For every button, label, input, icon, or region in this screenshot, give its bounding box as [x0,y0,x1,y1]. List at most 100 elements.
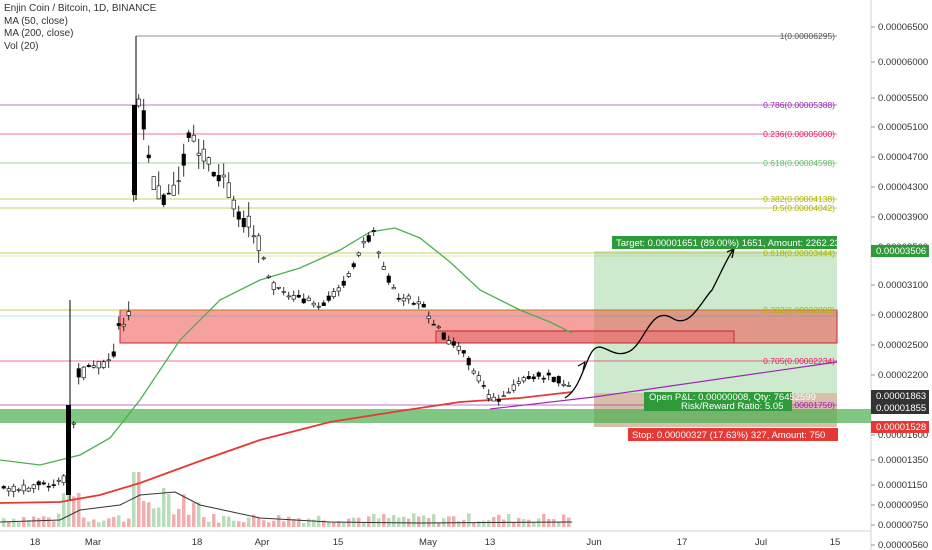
volume-bar [52,521,56,527]
candle-body [116,323,121,326]
volume-bar [477,521,481,527]
ma200-line [0,391,573,504]
candle-body [381,266,386,270]
volume-bar [332,522,336,527]
target-label: Target: 0.00001651 (89.00%) 1651, Amount… [616,238,840,249]
volume-bar [232,520,236,527]
volume-bar [217,522,221,527]
candle-body [496,398,501,402]
volume-bar [192,502,196,527]
y-tick-label: 0.00002200 [878,370,928,381]
volume-bar [372,513,376,527]
volume-bar [242,522,246,527]
candle-body [356,252,361,256]
legend-ma50: MA (50, close) [4,15,68,27]
volume-bar [247,517,251,527]
candle-body [136,98,141,107]
candle-body [91,365,96,368]
volume-bar [507,514,511,527]
candle-body [526,376,531,379]
candle-body [176,180,181,183]
candle-body [31,484,36,489]
trendline-extension [593,361,838,398]
candle-body [366,235,371,242]
pnl-label-box [644,392,792,411]
candle-body [516,381,521,384]
candle-body [56,479,61,482]
volume-bar [2,518,6,527]
x-tick-label: Apr [255,537,270,548]
volume-bar [262,520,266,527]
fib-label: 0.5(0.00004042) [773,203,836,213]
fib-label: 0.786(0.00005388) [763,100,835,110]
candle-body [191,134,196,142]
fib-label: 0.382(0.00002809) [763,305,835,315]
candle-body [221,174,226,178]
rr-label: Risk/Reward Ratio: 5.05 [681,401,783,412]
volume-bar [82,517,86,527]
candle-body [121,324,126,327]
volume-bar [157,507,161,527]
candle-body [171,184,176,196]
candle-body [511,384,516,391]
volume-bar [272,520,276,527]
volume-bar [322,520,326,527]
candle-body [466,357,471,366]
volume-bar [447,516,451,527]
candle-body [181,153,186,166]
candle-body [286,295,291,298]
volume-bar [72,496,76,527]
volume-bar [132,472,136,527]
x-tick-label: Mar [85,537,101,548]
price-tag [871,421,929,433]
volume-bar [257,518,261,527]
candle-body [251,235,256,238]
volume-bar [422,515,426,527]
candle-body [216,175,221,182]
volume-bar [12,518,16,527]
candle-body [211,171,216,177]
projection-path [564,249,734,399]
candle-body [86,365,91,367]
candle-body [21,484,26,492]
candle-body [276,286,281,289]
legend-ma200: MA (200, close) [4,28,74,39]
candle-body [201,148,206,162]
volume-bar [312,519,316,527]
candle-body [351,263,356,268]
volume-bar [112,516,116,527]
volume-bar [252,514,256,527]
candle-body [226,182,231,198]
y-tick-label: 0.00006500 [878,22,928,33]
volume-bar [432,514,436,527]
candle-body [166,192,171,195]
candle-body [326,295,331,301]
volume-bar [182,494,186,527]
price-tag-label: 0.00001528 [876,422,926,433]
candle-body [376,251,381,254]
candle-body [501,395,506,398]
candle-body [132,105,137,195]
x-tick-label: May [419,537,437,548]
x-tick-label: 18 [30,537,41,548]
candle-body [556,376,561,384]
candle-body [386,275,391,283]
candle-body [241,218,246,228]
candle-body [71,422,76,425]
candle-body [346,273,351,277]
candle-body [261,257,266,260]
candle-body [156,185,161,200]
candle-body [461,350,466,354]
volume-bar [307,518,311,527]
candle-body [206,157,211,165]
volume-bar [367,516,371,527]
volume-bar [42,516,46,527]
price-tag [871,402,929,414]
price-tag-label: 0.00001863 [876,391,926,402]
volume-bar [37,518,41,527]
volume-bar [472,522,476,527]
volume-bar [62,493,66,527]
candle-body [126,311,131,316]
volume-bar [347,518,351,527]
